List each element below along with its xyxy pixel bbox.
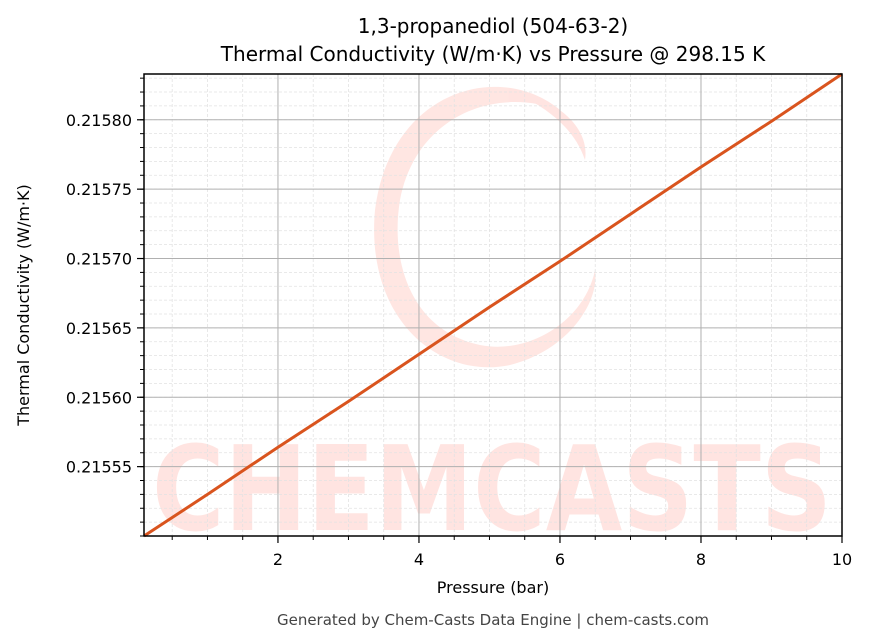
axis-ticks <box>137 77 843 543</box>
plot-frame <box>143 73 843 537</box>
y-tick-label: 0.21560 <box>66 388 132 407</box>
y-tick-label: 0.21570 <box>66 250 132 269</box>
chart-subtitle: Thermal Conductivity (W/m·K) vs Pressure… <box>220 42 766 66</box>
svg-text:CHEMCASTS: CHEMCASTS <box>152 420 832 558</box>
y-tick-label: 0.21565 <box>66 319 132 338</box>
x-tick-label: 8 <box>696 550 706 569</box>
x-axis-label: Pressure (bar) <box>437 578 549 597</box>
chart-title: 1,3-propanediol (504-63-2) <box>358 14 628 38</box>
x-tick-label: 4 <box>414 550 424 569</box>
x-tick-label: 2 <box>273 550 283 569</box>
watermark: CHEMCASTS <box>152 86 832 558</box>
x-tick-label: 6 <box>555 550 565 569</box>
x-tick-labels: 2 4 6 8 10 <box>273 550 852 569</box>
y-axis-label: Thermal Conductivity (W/m·K) <box>14 184 33 427</box>
y-tick-label: 0.21575 <box>66 180 132 199</box>
data-line <box>143 72 843 538</box>
y-tick-label: 0.21580 <box>66 111 132 130</box>
y-tick-label: 0.21555 <box>66 458 132 477</box>
y-tick-labels: 0.21555 0.21560 0.21565 0.21570 0.21575 0.215… <box>66 111 132 477</box>
x-tick-label: 10 <box>832 550 852 569</box>
footer-credit: Generated by Chem-Casts Data Engine | ch… <box>277 611 709 629</box>
